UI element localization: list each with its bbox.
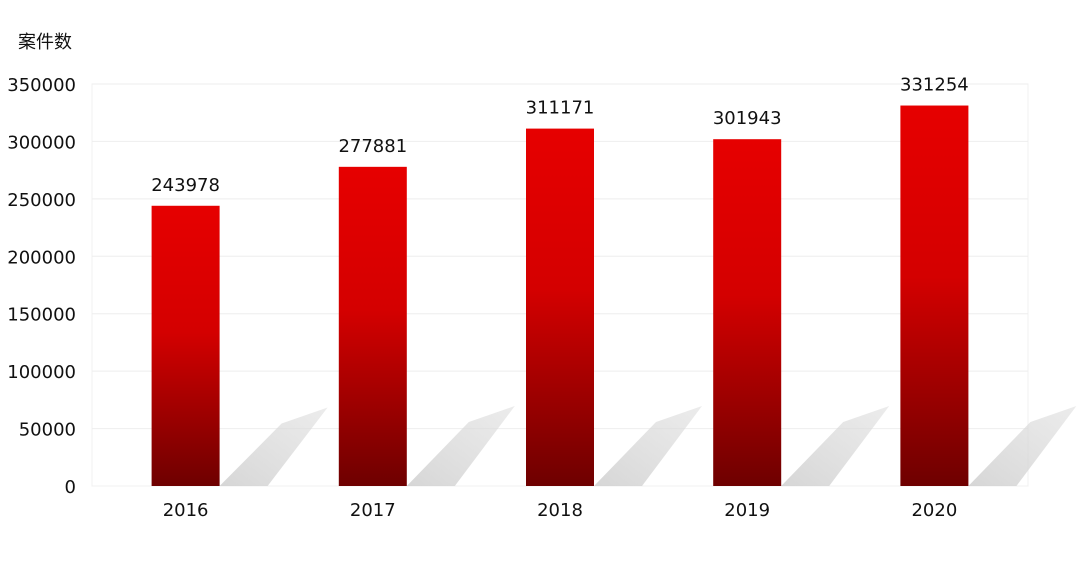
y-tick-label: 250000 xyxy=(7,190,76,211)
y-axis-label: 案件数 xyxy=(18,32,72,53)
bar xyxy=(526,128,594,486)
data-label: 301943 xyxy=(713,108,782,129)
y-axis-ticks: 0 50000 100000 150000 200000 250000 300000 3500… xyxy=(7,75,76,498)
y-tick-label: 150000 xyxy=(7,305,76,326)
y-tick-label: 100000 xyxy=(7,362,76,383)
y-tick-label: 300000 xyxy=(7,132,76,153)
data-label: 311171 xyxy=(526,98,595,119)
bar xyxy=(713,139,782,486)
bar xyxy=(151,205,220,486)
data-label: 277881 xyxy=(338,136,407,157)
bar-shadow xyxy=(968,406,1077,486)
y-tick-label: 350000 xyxy=(7,75,76,96)
bar-shadow xyxy=(219,407,328,486)
bar xyxy=(900,105,969,486)
x-tick-label: 2016 xyxy=(163,500,209,521)
data-label: 331254 xyxy=(900,75,969,96)
bar xyxy=(338,166,407,487)
x-axis-ticks: 2016 2017 2018 2019 2020 xyxy=(163,500,958,521)
x-tick-label: 2019 xyxy=(724,500,770,521)
data-label: 243978 xyxy=(151,175,220,196)
x-tick-label: 2020 xyxy=(911,500,957,521)
bar-shadows xyxy=(219,406,1077,486)
x-tick-label: 2018 xyxy=(537,500,583,521)
y-tick-label: 50000 xyxy=(19,420,76,441)
bar-shadow xyxy=(781,406,890,486)
bars xyxy=(151,105,969,487)
y-tick-label: 200000 xyxy=(7,247,76,268)
data-labels: 243978 277881 311171 301943 331254 xyxy=(151,75,969,196)
y-tick-label: 0 xyxy=(65,477,76,498)
bar-shadow xyxy=(406,406,515,486)
x-tick-label: 2017 xyxy=(350,500,396,521)
bar-shadow xyxy=(594,406,702,486)
